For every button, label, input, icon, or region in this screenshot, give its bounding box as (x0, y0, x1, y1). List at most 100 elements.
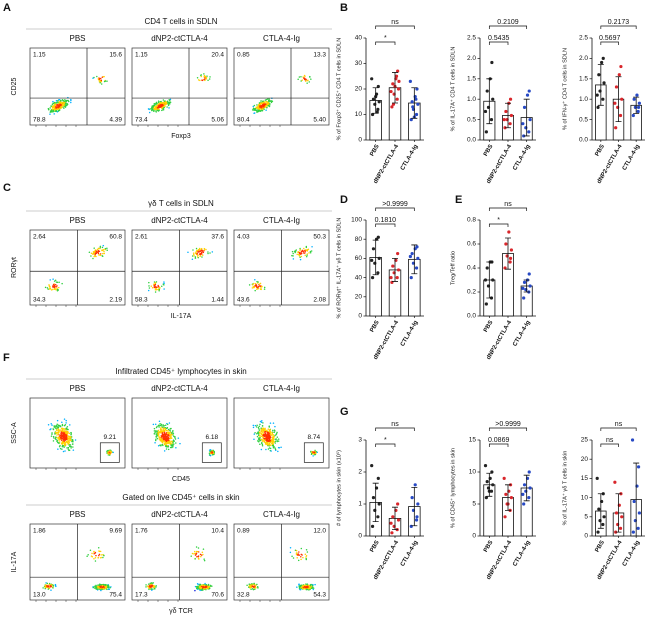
event-dot (158, 436, 161, 439)
event-dot (266, 440, 269, 442)
event-dot (154, 288, 157, 291)
event-dot (298, 255, 301, 257)
event-dot (258, 429, 261, 431)
event-dot (276, 431, 278, 434)
event-dot (163, 438, 166, 441)
event-dot (299, 588, 301, 591)
event-dot (53, 288, 56, 290)
event-dot (63, 446, 65, 448)
event-dot (58, 434, 60, 436)
event-dot (57, 109, 60, 112)
y-axis-label: RORγt (11, 257, 18, 278)
event-dot (168, 441, 170, 444)
event-dot (53, 113, 55, 115)
event-dot (179, 442, 181, 445)
data-point (370, 524, 375, 529)
event-dot (277, 450, 279, 453)
event-dot (97, 584, 99, 586)
event-dot (60, 436, 63, 438)
comparison-bracket (488, 41, 509, 45)
event-dot (166, 444, 169, 447)
panel-letter: A (3, 2, 11, 14)
event-dot (205, 584, 208, 586)
event-dot (199, 255, 201, 257)
event-dot (197, 551, 200, 553)
quadrant-value: 1.15 (33, 52, 46, 59)
error-bar (486, 472, 493, 497)
event-dot (167, 101, 169, 104)
data-point (527, 272, 531, 276)
event-dot (205, 248, 207, 251)
y-tick-label: 25 (581, 437, 589, 444)
quadrant-value: 78.8 (33, 117, 46, 124)
event-dot (107, 452, 109, 454)
event-dot (92, 77, 94, 79)
event-dot (62, 100, 64, 102)
event-dot (103, 80, 106, 83)
event-dot (161, 109, 163, 112)
event-dot (266, 98, 269, 100)
comparison-label: ns (391, 421, 399, 428)
event-dot (291, 254, 293, 257)
event-dot (60, 438, 63, 440)
event-dot (97, 77, 100, 80)
event-dot (196, 555, 198, 558)
data-point (485, 89, 489, 93)
event-dot (167, 439, 170, 442)
event-dot (272, 446, 275, 449)
event-dot (56, 419, 59, 422)
event-dot (52, 435, 55, 438)
event-dot (210, 452, 212, 455)
event-dot (96, 249, 98, 251)
event-dot (172, 429, 174, 432)
event-dot (65, 434, 68, 436)
event-dot (257, 431, 259, 434)
event-dot (252, 282, 255, 285)
y-tick-label: 0.0 (579, 137, 588, 144)
event-dot (103, 252, 106, 255)
event-dot (203, 558, 205, 560)
data-point (508, 260, 512, 264)
event-dot (210, 450, 212, 452)
event-dot (65, 419, 67, 422)
event-dot (61, 282, 63, 285)
event-dot (257, 286, 260, 288)
quadrant-value: 4.39 (109, 117, 122, 124)
event-dot (106, 80, 108, 82)
y-tick-label: 0.6 (467, 241, 476, 248)
data-point (619, 64, 623, 69)
error-bar (615, 76, 622, 123)
event-dot (165, 103, 167, 105)
flow-title: CD4 T cells in SDLN (144, 17, 217, 26)
event-dot (107, 585, 109, 588)
event-dot (154, 106, 157, 108)
panel-letter: F (3, 352, 10, 364)
event-dot (68, 437, 70, 440)
event-dot (165, 444, 167, 447)
event-dot (254, 586, 257, 588)
event-dot (66, 447, 68, 449)
event-dot (51, 583, 53, 586)
event-dot (53, 437, 55, 439)
event-dot (255, 107, 258, 109)
event-dot (93, 552, 95, 555)
event-dot (64, 106, 67, 108)
data-point (614, 511, 619, 515)
x-tick-label: PBS (483, 320, 494, 334)
x-tick-label: PBS (483, 144, 494, 158)
event-dot (258, 437, 260, 440)
event-dot (165, 438, 167, 440)
event-dot (101, 585, 104, 587)
event-dot (309, 250, 312, 253)
event-dot (201, 256, 203, 258)
event-dot (307, 584, 310, 586)
event-dot (158, 431, 160, 433)
event-dot (153, 286, 156, 289)
event-dot (154, 283, 157, 286)
event-dot (50, 105, 52, 107)
event-dot (98, 550, 101, 553)
y-tick-label: 0.0 (467, 137, 476, 144)
event-dot (65, 429, 67, 431)
event-dot (267, 428, 270, 430)
event-dot (268, 425, 270, 427)
